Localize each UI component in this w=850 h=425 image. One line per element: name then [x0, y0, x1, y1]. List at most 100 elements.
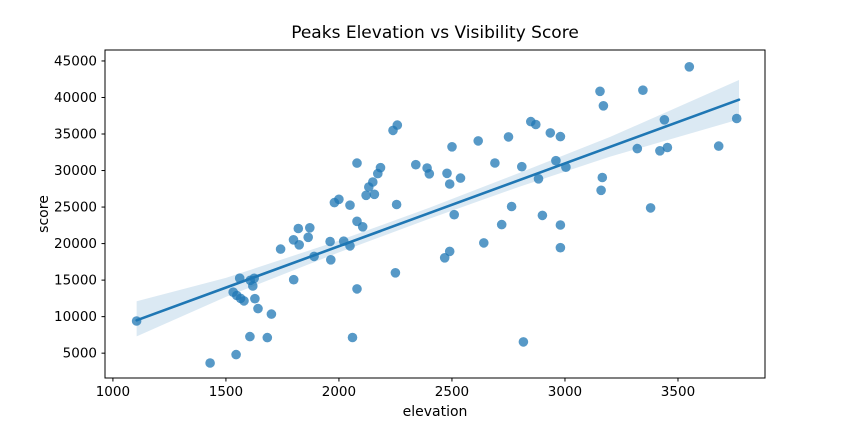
scatter-point: [479, 238, 489, 248]
y-tick-label: 20000: [54, 236, 97, 252]
scatter-point: [655, 146, 665, 156]
tick-layer: 1000 1500 2000 2500 3000 3500 5000 10000 15000 20…: [54, 53, 695, 400]
x-axis-label: elevation: [403, 404, 468, 420]
y-tick-label: 30000: [54, 163, 97, 179]
scatter-point: [375, 162, 386, 173]
chart-title: Peaks Elevation vs Visibility Score: [291, 23, 579, 43]
scatter-point: [234, 273, 245, 284]
scatter-point: [490, 158, 500, 168]
x-tick-label: 1000: [96, 384, 130, 400]
scatter-point: [293, 223, 304, 234]
scatter-point: [266, 309, 277, 319]
scatter-point: [455, 173, 466, 183]
scatter-point: [205, 358, 215, 368]
scatter-point: [253, 303, 263, 314]
scatter-point: [305, 223, 315, 233]
scatter-point: [326, 254, 336, 265]
scatter-point: [551, 155, 561, 166]
scatter-point: [597, 172, 608, 183]
scatter-point: [325, 236, 335, 247]
scatter-point: [598, 101, 609, 111]
scatter-point: [638, 85, 648, 95]
scatter-point: [368, 177, 378, 187]
scatter-point: [662, 142, 673, 153]
x-tick-label: 3000: [548, 384, 582, 400]
confidence-band-layer: [136, 79, 740, 337]
scatter-point: [645, 203, 656, 213]
scatter-point: [249, 273, 259, 284]
scatter-point: [449, 209, 460, 220]
scatter-point: [517, 161, 527, 172]
scatter-point: [424, 169, 435, 179]
scatter-point: [334, 194, 344, 205]
scatter-point: [632, 143, 643, 154]
scatter-point: [555, 131, 566, 142]
scatter-point: [561, 162, 571, 172]
scatter-point: [231, 349, 241, 360]
scatter-point: [444, 246, 455, 257]
confidence-band: [136, 79, 740, 337]
scatter-point: [250, 293, 260, 304]
scatter-point: [352, 284, 362, 294]
scatter-point: [596, 185, 606, 196]
x-tick-label: 1500: [209, 384, 243, 400]
regression-line: [135, 98, 741, 322]
scatter-point: [473, 136, 484, 146]
scatter-point: [369, 189, 380, 200]
scatter-point: [262, 332, 273, 343]
scatter-point: [447, 142, 457, 152]
scatter-points-layer: [131, 62, 742, 368]
y-axis-label: score: [36, 195, 52, 233]
scatter-point: [239, 296, 249, 306]
scatter-point: [275, 244, 286, 254]
scatter-point: [533, 174, 544, 184]
scatter-point: [531, 119, 541, 130]
y-tick-label: 10000: [54, 309, 97, 325]
x-tick-label: 2500: [435, 384, 469, 400]
scatter-point: [288, 274, 299, 285]
scatter-point: [361, 190, 371, 201]
scatter-point: [545, 128, 556, 138]
regression-line-layer: [135, 98, 741, 322]
scatter-point: [659, 115, 670, 125]
scatter-point: [309, 251, 319, 262]
y-tick-label: 5000: [63, 346, 97, 362]
scatter-point: [518, 337, 529, 347]
scatter-point: [345, 241, 355, 251]
x-tick-label: 3500: [661, 384, 695, 400]
scatter-point: [503, 132, 514, 142]
scatter-point: [294, 240, 305, 250]
y-tick-label: 35000: [54, 127, 97, 143]
scatter-point: [391, 199, 402, 210]
scatter-point: [684, 62, 695, 72]
scatter-point: [555, 242, 566, 253]
y-tick-label: 15000: [54, 273, 97, 289]
scatter-point: [713, 141, 724, 151]
scatter-point: [442, 168, 452, 179]
scatter-point: [731, 113, 742, 124]
scatter-point: [390, 268, 401, 278]
plot-border: [104, 49, 766, 379]
scatter-point: [245, 331, 255, 342]
scatter-point: [411, 159, 421, 170]
scatter-point: [131, 316, 142, 326]
scatter-point: [345, 200, 355, 210]
scatter-point: [444, 179, 455, 189]
y-tick-label: 45000: [54, 53, 97, 69]
scatter-point: [303, 232, 314, 243]
scatter-point: [537, 210, 548, 221]
scatter-point: [392, 120, 403, 130]
scatter-point: [496, 219, 507, 230]
scatter-point: [555, 220, 566, 230]
scatter-point: [595, 86, 605, 97]
y-tick-label: 40000: [54, 90, 97, 106]
x-tick-label: 2000: [322, 384, 356, 400]
scatter-point: [357, 222, 368, 232]
scatter-point: [506, 201, 517, 212]
scatter-point: [347, 332, 358, 343]
scatter-point: [352, 158, 362, 168]
scatter-point: [248, 281, 258, 291]
y-tick-label: 25000: [54, 200, 97, 216]
